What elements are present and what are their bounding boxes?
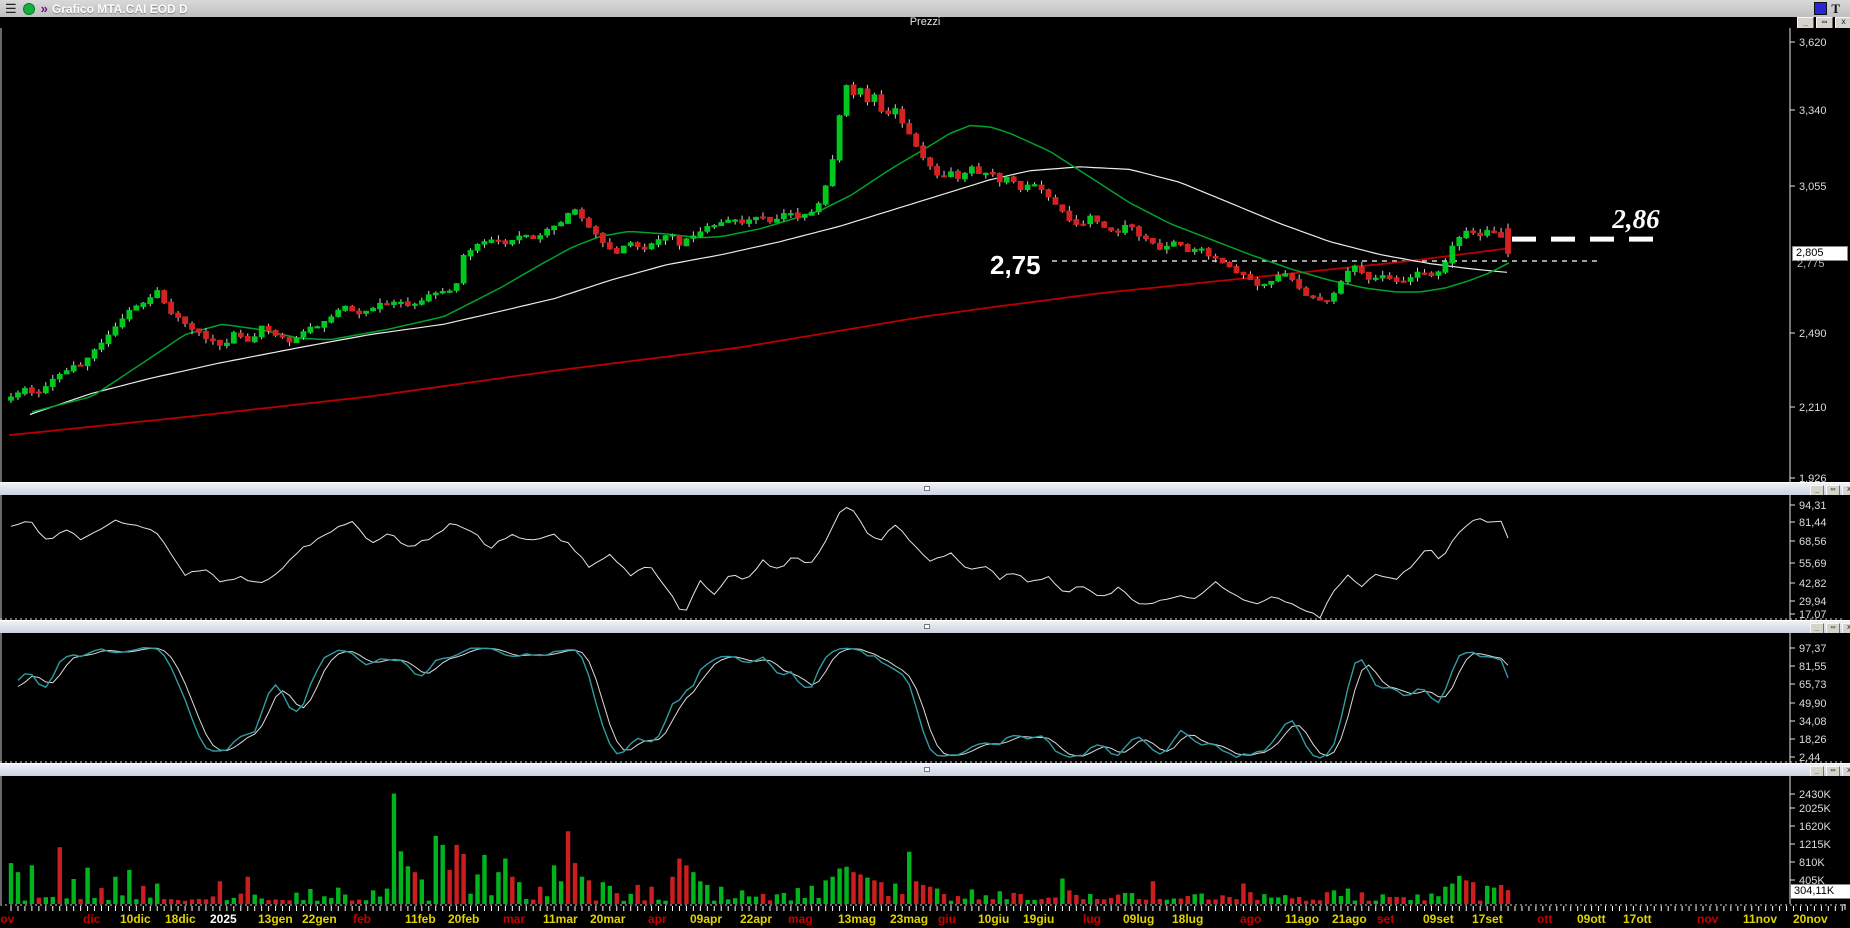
date-label: set (1377, 912, 1394, 926)
chart-header-strip (0, 17, 1850, 28)
date-label: 17ott (1623, 912, 1652, 926)
date-label: dic (83, 912, 101, 926)
splitter-grip-icon[interactable] (924, 767, 930, 772)
svg-text:810K: 810K (1799, 857, 1825, 869)
svg-text:81,44: 81,44 (1799, 517, 1827, 529)
menu-icon[interactable]: ☰ (5, 1, 17, 16)
date-label: 09set (1423, 912, 1454, 926)
date-label: 20mar (590, 912, 626, 926)
date-label: 10dic (120, 912, 151, 926)
date-label: ott (1537, 912, 1552, 926)
oscillator2-canvas[interactable]: 97,37 81,55 65,73 49,90 34,08 18,26 2,44 (0, 633, 1850, 763)
svg-text:18,26: 18,26 (1799, 734, 1827, 746)
date-label: 10giu (978, 912, 1009, 926)
last-price-box: 2,805 (1792, 246, 1848, 261)
svg-text:49,90: 49,90 (1799, 698, 1827, 710)
splitter-grip-icon[interactable] (924, 624, 930, 629)
svg-text:17,07: 17,07 (1799, 609, 1827, 620)
splitter-grip-icon[interactable] (924, 486, 930, 491)
date-label: 18lug (1172, 912, 1203, 926)
date-label: 20nov (1793, 912, 1828, 926)
svg-text:1215K: 1215K (1799, 839, 1831, 851)
green-status-dot-icon (22, 2, 35, 15)
price-chart-canvas[interactable]: 3,620 3,340 3,055 2,490 2,210 1,926 (0, 28, 1850, 482)
date-label: feb (353, 912, 371, 926)
date-label: 13gen (258, 912, 293, 926)
svg-text:94,31: 94,31 (1799, 500, 1827, 512)
date-label: 11nov (1743, 912, 1777, 926)
date-label: lug (1083, 912, 1101, 926)
date-label: 23mag (890, 912, 928, 926)
svg-text:3,055: 3,055 (1799, 181, 1827, 193)
date-label: mar (503, 912, 525, 926)
text-tool-icon[interactable]: T (1831, 0, 1840, 16)
date-label: giu (938, 912, 956, 926)
date-label: 20feb (448, 912, 479, 926)
svg-text:81,55: 81,55 (1799, 661, 1827, 673)
window-title: Grafico MTA.CAI EOD D (51, 1, 188, 16)
svg-text:55,69: 55,69 (1799, 558, 1827, 570)
date-label: apr (648, 912, 667, 926)
date-label: 09apr (690, 912, 722, 926)
svg-text:65,73: 65,73 (1799, 679, 1827, 691)
date-label: 11mar (543, 912, 578, 926)
last-volume-box: 304,11K (1790, 884, 1850, 899)
date-label: 11ago (1285, 912, 1319, 926)
svg-text:2,210: 2,210 (1799, 402, 1827, 414)
date-axis: nov dic 10dic 18dic 2025 13gen 22gen feb 11feb 20… (0, 904, 1850, 928)
svg-text:42,82: 42,82 (1799, 578, 1827, 590)
date-label: 09lug (1123, 912, 1154, 926)
svg-text:68,56: 68,56 (1799, 536, 1827, 548)
panel-title: Prezzi (909, 16, 941, 28)
date-label: 2025 (210, 912, 237, 926)
resistance-price-label: 2,86 (1612, 204, 1660, 234)
blue-square-icon[interactable] (1814, 2, 1828, 15)
date-label: mag (788, 912, 813, 926)
date-label: 11feb (405, 912, 436, 926)
date-label: 22apr (740, 912, 772, 926)
svg-text:2025K: 2025K (1799, 803, 1831, 815)
svg-text:2,44: 2,44 (1799, 752, 1820, 763)
date-label: 17set (1472, 912, 1503, 926)
svg-text:97,37: 97,37 (1799, 643, 1827, 655)
date-label: nov (1697, 912, 1719, 926)
date-label: 19giu (1023, 912, 1054, 926)
support-price-label: 2,75 (990, 250, 1041, 280)
svg-text:1620K: 1620K (1799, 821, 1831, 833)
svg-text:34,08: 34,08 (1799, 716, 1827, 728)
support-axis-label: 2,775 (1797, 258, 1825, 270)
date-label: 22gen (302, 912, 337, 926)
date-label: nov (0, 912, 15, 926)
date-label: 21ago (1332, 912, 1367, 926)
date-label: 13mag (838, 912, 876, 926)
svg-text:3,620: 3,620 (1799, 37, 1827, 49)
svg-text:1,926: 1,926 (1799, 473, 1827, 482)
svg-text:3,340: 3,340 (1799, 105, 1827, 117)
purple-arrows-icon[interactable]: » (40, 1, 48, 16)
svg-text:2,490: 2,490 (1799, 328, 1827, 340)
svg-text:2430K: 2430K (1799, 789, 1831, 801)
date-label: 18dic (165, 912, 196, 926)
svg-text:29,94: 29,94 (1799, 596, 1827, 608)
date-label: 09ott (1577, 912, 1606, 926)
date-label: ago (1240, 912, 1261, 926)
